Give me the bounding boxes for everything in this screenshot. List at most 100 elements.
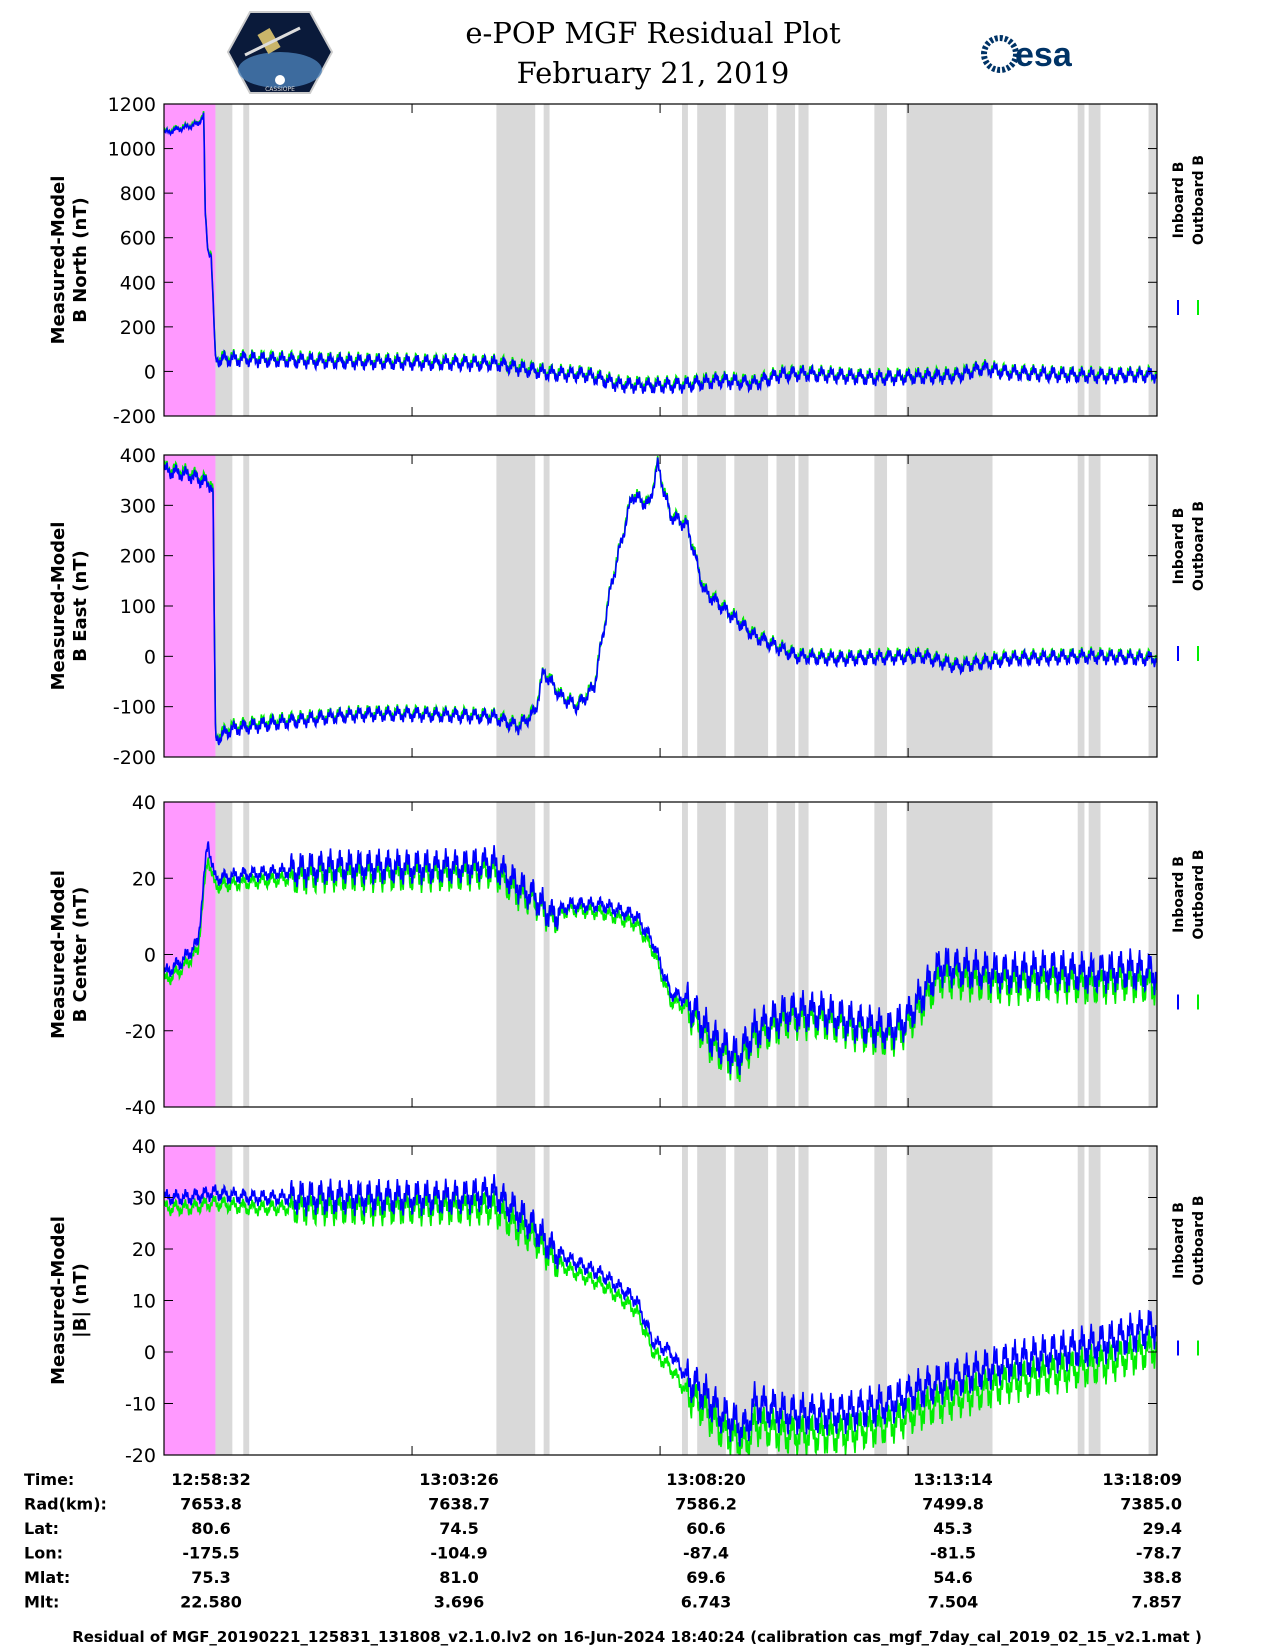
plot-title: e-POP MGF Residual Plot bbox=[465, 16, 841, 50]
gap-region-10 bbox=[874, 802, 888, 1107]
gap-region-3 bbox=[496, 802, 536, 1107]
y-tick-label: -20 bbox=[125, 1445, 156, 1467]
gap-region-6 bbox=[697, 104, 726, 416]
gap-region-4 bbox=[543, 104, 550, 416]
y-axis-label: Measured-ModelB North (nT) bbox=[48, 176, 91, 345]
table-cell: 7.504 bbox=[928, 1593, 979, 1612]
y-tick-label: 20 bbox=[132, 1239, 156, 1261]
legend-label-outboard: Outboard B bbox=[1191, 501, 1207, 591]
gap-region-8 bbox=[776, 455, 796, 757]
gap-region-13 bbox=[1088, 802, 1101, 1107]
gap-region-13 bbox=[1088, 1146, 1101, 1455]
y-axis-label-line: Measured-Model bbox=[48, 522, 69, 691]
y-tick-label: 600 bbox=[120, 228, 156, 250]
gap-region-5 bbox=[682, 104, 688, 416]
table-cell: -87.4 bbox=[683, 1544, 729, 1563]
orbit-info-table: Time: Rad(km): Lat: Lon: Mlat: Mlt: 12:58:32 76… bbox=[24, 1470, 1182, 1612]
gap-region-10 bbox=[874, 1146, 888, 1455]
y-tick-label: 0 bbox=[144, 361, 156, 383]
y-tick-label: 300 bbox=[120, 495, 156, 517]
gap-region-5 bbox=[682, 455, 688, 757]
panel-1: -200 0 200 400 600 800 1000 1200 Measured-ModelB… bbox=[48, 94, 1207, 428]
series-inboard bbox=[164, 841, 1157, 1076]
table-cell: 54.6 bbox=[933, 1568, 972, 1587]
gap-region-4 bbox=[543, 1146, 550, 1455]
gap-region-12 bbox=[1077, 455, 1085, 757]
gap-region-13 bbox=[1088, 104, 1101, 416]
axes-frame bbox=[163, 103, 1158, 417]
y-tick-label: 40 bbox=[132, 1136, 156, 1158]
y-tick-label: 0 bbox=[144, 1342, 156, 1364]
plot-date: February 21, 2019 bbox=[517, 56, 790, 90]
table-cell: 45.3 bbox=[933, 1519, 972, 1538]
y-tick-label: -100 bbox=[113, 697, 156, 719]
gap-region-9 bbox=[798, 455, 809, 757]
table-cell: 13:13:14 bbox=[913, 1470, 993, 1489]
series-inboard bbox=[164, 457, 1157, 746]
gap-region-7 bbox=[734, 455, 769, 757]
table-row-label: Mlat: bbox=[24, 1568, 70, 1587]
panel-4: -20 -10 0 10 20 30 40 Measured-Model|B| (nT) Inb… bbox=[48, 1136, 1207, 1467]
table-cell: 75.3 bbox=[191, 1568, 230, 1587]
legend-label-outboard: Outboard B bbox=[1191, 155, 1207, 245]
table-cell: 13:03:26 bbox=[419, 1470, 499, 1489]
y-tick-label: -20 bbox=[125, 1021, 156, 1043]
series-outboard bbox=[164, 455, 1157, 743]
gap-region-10 bbox=[874, 455, 888, 757]
gap-region-1 bbox=[215, 455, 233, 757]
table-cell: 13:18:09 bbox=[1102, 1470, 1182, 1489]
y-tick-label: 100 bbox=[120, 596, 156, 618]
series-inboard bbox=[164, 1174, 1157, 1447]
gap-region-9 bbox=[798, 1146, 809, 1455]
table-cell: 7385.0 bbox=[1120, 1495, 1182, 1514]
table-cell: -78.7 bbox=[1136, 1544, 1182, 1563]
y-tick-label: -200 bbox=[113, 406, 156, 428]
gap-region-2 bbox=[243, 455, 250, 757]
table-row-label: Lon: bbox=[24, 1544, 63, 1563]
gap-region-2 bbox=[243, 104, 250, 416]
esa-logo: esa bbox=[981, 35, 1073, 74]
table-cell: 12:58:32 bbox=[171, 1470, 251, 1489]
table-row-label: Rad(km): bbox=[24, 1495, 107, 1514]
legend: Inboard B Outboard B bbox=[1171, 849, 1207, 1010]
legend: Inboard B Outboard B bbox=[1171, 1195, 1207, 1356]
table-cell: -104.9 bbox=[430, 1544, 487, 1563]
y-tick-label: 200 bbox=[120, 317, 156, 339]
gap-region-11 bbox=[906, 455, 993, 757]
gap-region-2 bbox=[243, 802, 250, 1107]
gap-region-5 bbox=[682, 802, 688, 1107]
table-cell: 38.8 bbox=[1143, 1568, 1182, 1587]
y-tick-label: 30 bbox=[132, 1188, 156, 1210]
gap-region-12 bbox=[1077, 104, 1085, 416]
y-tick-label: 0 bbox=[144, 945, 156, 967]
gap-region-4 bbox=[543, 802, 550, 1107]
table-cell: 6.743 bbox=[681, 1593, 732, 1612]
y-tick-label: 40 bbox=[132, 792, 156, 814]
y-axis-label: Measured-ModelB East (nT) bbox=[48, 522, 91, 691]
gap-region-14 bbox=[1148, 104, 1157, 416]
table-cell: 7638.7 bbox=[428, 1495, 490, 1514]
legend-label-inboard: Inboard B bbox=[1171, 162, 1187, 239]
y-tick-label: 800 bbox=[120, 183, 156, 205]
table-cell: 81.0 bbox=[439, 1568, 478, 1587]
gap-region-11 bbox=[906, 802, 993, 1107]
gap-region-12 bbox=[1077, 1146, 1085, 1455]
series-outboard bbox=[164, 1188, 1157, 1455]
gap-region-1 bbox=[215, 104, 233, 416]
gap-region-8 bbox=[776, 1146, 796, 1455]
gap-region-8 bbox=[776, 104, 796, 416]
table-cell: 7653.8 bbox=[180, 1495, 242, 1514]
table-cell: 7499.8 bbox=[922, 1495, 984, 1514]
gap-region-3 bbox=[496, 455, 536, 757]
y-axis-label: Measured-Model|B| (nT) bbox=[48, 1216, 91, 1385]
table-row-label: Mlt: bbox=[24, 1593, 59, 1612]
table-cell: 3.696 bbox=[434, 1593, 485, 1612]
gap-region-1 bbox=[215, 1146, 233, 1455]
table-row-label: Lat: bbox=[24, 1519, 59, 1538]
legend: Inboard B Outboard B bbox=[1171, 501, 1207, 661]
gap-region-5 bbox=[682, 1146, 688, 1455]
y-axis-label-line: B North (nT) bbox=[70, 197, 91, 323]
gap-region-7 bbox=[734, 104, 769, 416]
y-tick-label: 400 bbox=[120, 445, 156, 467]
